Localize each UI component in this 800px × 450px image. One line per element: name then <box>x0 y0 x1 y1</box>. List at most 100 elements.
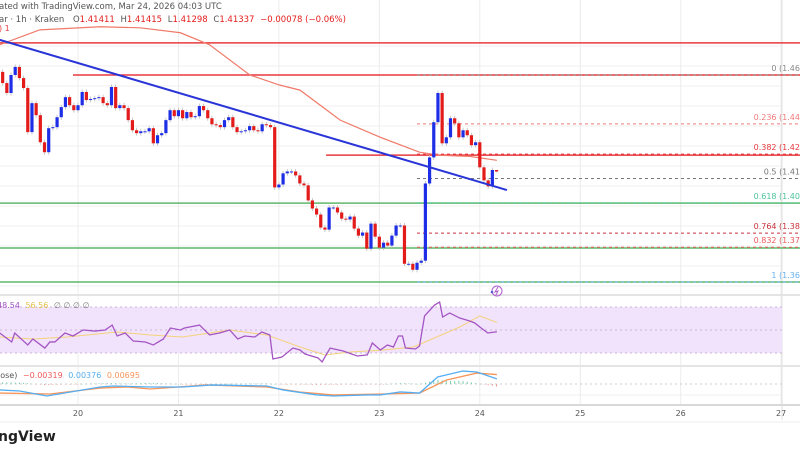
fib-level-label: 0.764 (1.38 <box>754 222 800 231</box>
macd-histogram-bar <box>320 384 322 385</box>
candle-up <box>118 105 122 109</box>
macd-histogram-bar <box>136 383 138 384</box>
macd-histogram-bar <box>454 380 456 384</box>
candle-down <box>268 125 273 128</box>
x-tick-label: 21 <box>173 409 183 418</box>
candle-down <box>1 71 5 84</box>
sma-line <box>0 26 497 161</box>
alert-icon[interactable] <box>490 285 503 297</box>
macd-histogram-bar <box>244 383 246 385</box>
macd-histogram-bar <box>299 384 301 385</box>
candle-down <box>356 228 361 236</box>
macd-histogram-bar <box>157 383 159 384</box>
macd-histogram-bar <box>186 384 188 385</box>
candle-down <box>114 87 118 109</box>
macd-histogram-bar <box>270 383 272 385</box>
candle-down <box>344 218 348 220</box>
macd-line <box>0 370 498 397</box>
candle-down <box>42 142 47 153</box>
candle-up <box>59 107 63 118</box>
candle-down <box>38 115 42 143</box>
candle-down <box>210 118 214 125</box>
macd-histogram-bar <box>353 384 355 385</box>
fibonacci-retracement[interactable]: 0 (1.46 0.236 (1.44 0.382 (1.42 0.5 (1.41 0.… <box>417 64 800 283</box>
candle-down <box>340 212 344 219</box>
candle-up <box>76 105 80 111</box>
macd-histogram-bar <box>69 384 71 385</box>
candle-up <box>419 260 423 263</box>
candle-up <box>398 225 402 227</box>
macd-histogram-bar <box>140 383 142 384</box>
macd-histogram-bar <box>123 383 125 385</box>
candle-down <box>105 103 109 106</box>
macd-histogram-bar <box>496 384 498 387</box>
candle-up <box>97 97 101 99</box>
fib-level-label: 0.618 (1.40 <box>754 192 800 201</box>
macd-histogram-bar <box>466 381 468 384</box>
macd-histogram-bar <box>366 384 368 385</box>
macd-histogram-bar <box>64 384 66 385</box>
candle-up <box>80 91 84 106</box>
candle-down <box>26 88 30 133</box>
macd-histogram-bar <box>27 383 29 384</box>
candle-up <box>407 263 411 265</box>
candle-up <box>381 242 386 248</box>
candle-down <box>335 207 340 213</box>
candle-up <box>197 106 201 117</box>
macd-histogram-bar <box>228 383 230 385</box>
rsi-pane <box>0 301 782 364</box>
candle-down <box>130 120 135 131</box>
published-line: ated with TradingView.com, Mar 24, 2026 … <box>0 2 222 12</box>
bearish-trendline[interactable] <box>0 38 508 192</box>
macd-histogram-bar <box>286 384 288 385</box>
candle-down <box>218 125 222 128</box>
signal-value: 0.00695 <box>107 371 140 380</box>
macd-histogram-bar <box>60 384 62 385</box>
macd-histogram-bar <box>119 383 121 384</box>
candle-up <box>139 131 143 134</box>
candle-down <box>68 97 72 106</box>
candle-down <box>310 200 314 209</box>
candle-up <box>168 110 172 121</box>
macd-histogram-bar <box>2 382 4 384</box>
macd-histogram-bar <box>433 380 435 384</box>
macd-histogram-bar <box>173 383 175 385</box>
macd-histogram-bar <box>211 383 213 385</box>
macd-histogram-bar <box>261 383 263 384</box>
macd-histogram-bar <box>169 383 171 385</box>
macd-histogram-bar <box>491 384 493 386</box>
candle-up <box>474 142 478 146</box>
macd-legend: lose) −0.00319 0.00376 0.00695 <box>0 371 140 380</box>
x-tick-label: 25 <box>575 409 585 418</box>
time-axis[interactable]: 20 21 22 23 24 25 26 27 <box>73 409 786 418</box>
candle-up <box>444 137 448 144</box>
macd-histogram-bar <box>219 383 221 385</box>
macd-histogram-bar <box>106 383 108 384</box>
candle-down <box>72 105 76 111</box>
candle-down <box>134 130 139 134</box>
candle-up <box>415 262 419 270</box>
macd-histogram-bar <box>316 384 318 385</box>
candle-up <box>289 171 294 173</box>
candle-down <box>469 135 474 146</box>
candle-up <box>281 173 285 185</box>
rsi-value: 48.54 <box>0 301 20 310</box>
macd-histogram-bar <box>56 384 58 385</box>
macd-histogram-bar <box>223 383 225 385</box>
fib-level-label: 0.236 (1.44 <box>754 113 800 122</box>
candle-down <box>126 108 130 121</box>
high-value: 1.41415 <box>127 15 162 25</box>
candle-up <box>143 131 147 133</box>
candle-down <box>206 110 210 119</box>
candle-up <box>193 116 197 118</box>
macd-histogram-bar <box>265 383 267 384</box>
macd-histogram-bar <box>232 383 234 385</box>
candle-up <box>361 232 365 236</box>
candle-down <box>323 227 327 230</box>
candle-up <box>277 184 281 188</box>
candle-down <box>256 130 260 132</box>
rsi-ma-line <box>0 315 498 356</box>
macd-histogram-bar <box>487 384 489 386</box>
rsi-legend: 48.54 56.56 ∅ ∅ ∅ ∅ <box>0 301 89 310</box>
